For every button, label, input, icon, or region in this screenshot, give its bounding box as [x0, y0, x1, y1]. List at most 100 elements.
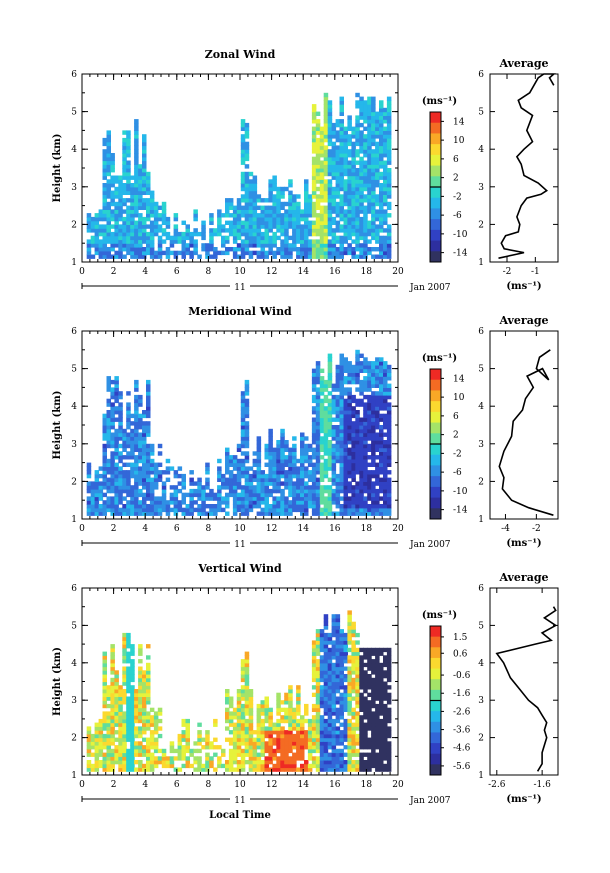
- heatmap-cell: [323, 254, 329, 259]
- heatmap-cell: [165, 504, 171, 509]
- heatmap-cell: [110, 726, 115, 731]
- heatmap-cell: [315, 492, 321, 498]
- heatmap-cell: [244, 677, 250, 683]
- heatmap-cell: [300, 500, 305, 505]
- heatmap-cell: [268, 511, 273, 516]
- heatmap-cell: [185, 224, 190, 229]
- heatmap-cell: [110, 767, 115, 772]
- heatmap-cell: [126, 417, 131, 422]
- heatmap-cell: [149, 767, 155, 772]
- profile-y-tick-label: 1: [478, 258, 484, 268]
- heatmap-cell: [256, 213, 262, 218]
- heatmap-cell: [232, 481, 238, 486]
- heatmap-cell: [142, 443, 147, 449]
- heatmap-cell: [367, 209, 372, 214]
- heatmap-cell: [146, 488, 151, 494]
- heatmap-cell: [355, 216, 360, 222]
- heatmap-cell: [351, 707, 356, 712]
- heatmap-cell: [371, 511, 376, 516]
- heatmap-cell: [319, 145, 325, 150]
- heatmap-cell: [343, 636, 348, 641]
- heatmap-cell: [386, 179, 392, 184]
- heatmap-cell: [296, 700, 301, 705]
- heatmap-cell: [339, 741, 344, 746]
- heatmap-cell: [110, 507, 115, 513]
- heatmap-cell: [284, 224, 289, 229]
- heatmap-cell: [114, 213, 119, 218]
- heatmap-cell: [138, 175, 143, 180]
- heatmap-cell: [161, 504, 167, 509]
- heatmap-cell: [146, 722, 151, 727]
- heatmap-cell: [363, 153, 368, 158]
- heatmap-cell: [102, 477, 107, 482]
- heatmap-cell: [331, 126, 337, 131]
- heatmap-cell: [355, 443, 360, 449]
- heatmap-cell: [236, 726, 242, 731]
- heatmap-cell: [106, 383, 111, 388]
- heatmap-cell: [327, 254, 333, 259]
- heatmap-cell: [347, 632, 352, 638]
- heatmap-cell: [86, 228, 92, 233]
- heatmap-cell: [205, 730, 210, 735]
- heatmap-cell: [359, 752, 364, 757]
- heatmap-cell: [335, 659, 341, 664]
- heatmap-cell: [379, 376, 384, 381]
- heatmap-cell: [363, 198, 368, 203]
- heatmap-cell: [383, 425, 388, 430]
- heatmap-cell: [315, 636, 321, 641]
- heatmap-cell: [248, 745, 254, 750]
- heatmap-cell: [122, 700, 127, 705]
- heatmap-cell: [244, 194, 250, 199]
- heatmap-cell: [221, 485, 226, 490]
- heatmap-cell: [240, 183, 246, 188]
- heatmap-cell: [240, 488, 246, 494]
- heatmap-cell: [256, 477, 262, 482]
- heatmap-cell: [90, 504, 96, 509]
- heatmap-cell: [335, 213, 341, 218]
- heatmap-cell: [110, 209, 115, 214]
- heatmap-cell: [339, 216, 344, 222]
- heatmap-cell: [146, 224, 151, 229]
- heatmap-cell: [379, 119, 384, 124]
- heatmap-cell: [122, 198, 127, 203]
- heatmap-cell: [272, 224, 277, 229]
- heatmap-cell: [181, 485, 186, 490]
- heatmap-cell: [114, 756, 119, 761]
- heatmap-cell: [315, 361, 321, 366]
- heatmap-cell: [264, 443, 269, 449]
- heatmap-cell: [363, 194, 368, 199]
- heatmap-cell: [296, 689, 301, 694]
- heatmap-cell: [110, 737, 115, 742]
- heatmap-cell: [323, 632, 329, 638]
- heatmap-cell: [236, 760, 242, 765]
- heatmap-cell: [272, 220, 277, 225]
- heatmap-cell: [343, 507, 348, 513]
- heatmap-cell: [363, 466, 368, 471]
- heatmap-cell: [276, 235, 281, 241]
- heatmap-cell: [288, 763, 293, 769]
- heatmap-cell: [339, 451, 344, 456]
- heatmap-cell: [280, 470, 285, 475]
- heatmap-cell: [209, 243, 214, 248]
- heatmap-cell: [300, 715, 305, 720]
- heatmap-cell: [323, 394, 329, 400]
- heatmap-cell: [256, 436, 262, 441]
- heatmap-cell: [327, 733, 333, 739]
- heatmap-cell: [264, 748, 269, 754]
- heatmap-cell: [201, 507, 206, 513]
- heatmap-cell: [292, 507, 297, 513]
- heatmap-cell: [264, 481, 269, 486]
- heatmap-cell: [292, 473, 297, 479]
- heatmap-cell: [126, 767, 131, 772]
- heatmap-cell: [355, 640, 360, 645]
- heatmap-cell: [86, 243, 92, 248]
- heatmap-cell: [142, 763, 147, 769]
- heatmap-cell: [375, 394, 380, 400]
- colorbar-tick-label: -14: [453, 506, 468, 516]
- heatmap-cell: [311, 492, 317, 498]
- heatmap-cell: [355, 428, 360, 434]
- heatmap-cell: [351, 413, 356, 419]
- heatmap-cell: [240, 250, 246, 256]
- heatmap-cell: [110, 451, 115, 456]
- heatmap-cell: [284, 470, 289, 475]
